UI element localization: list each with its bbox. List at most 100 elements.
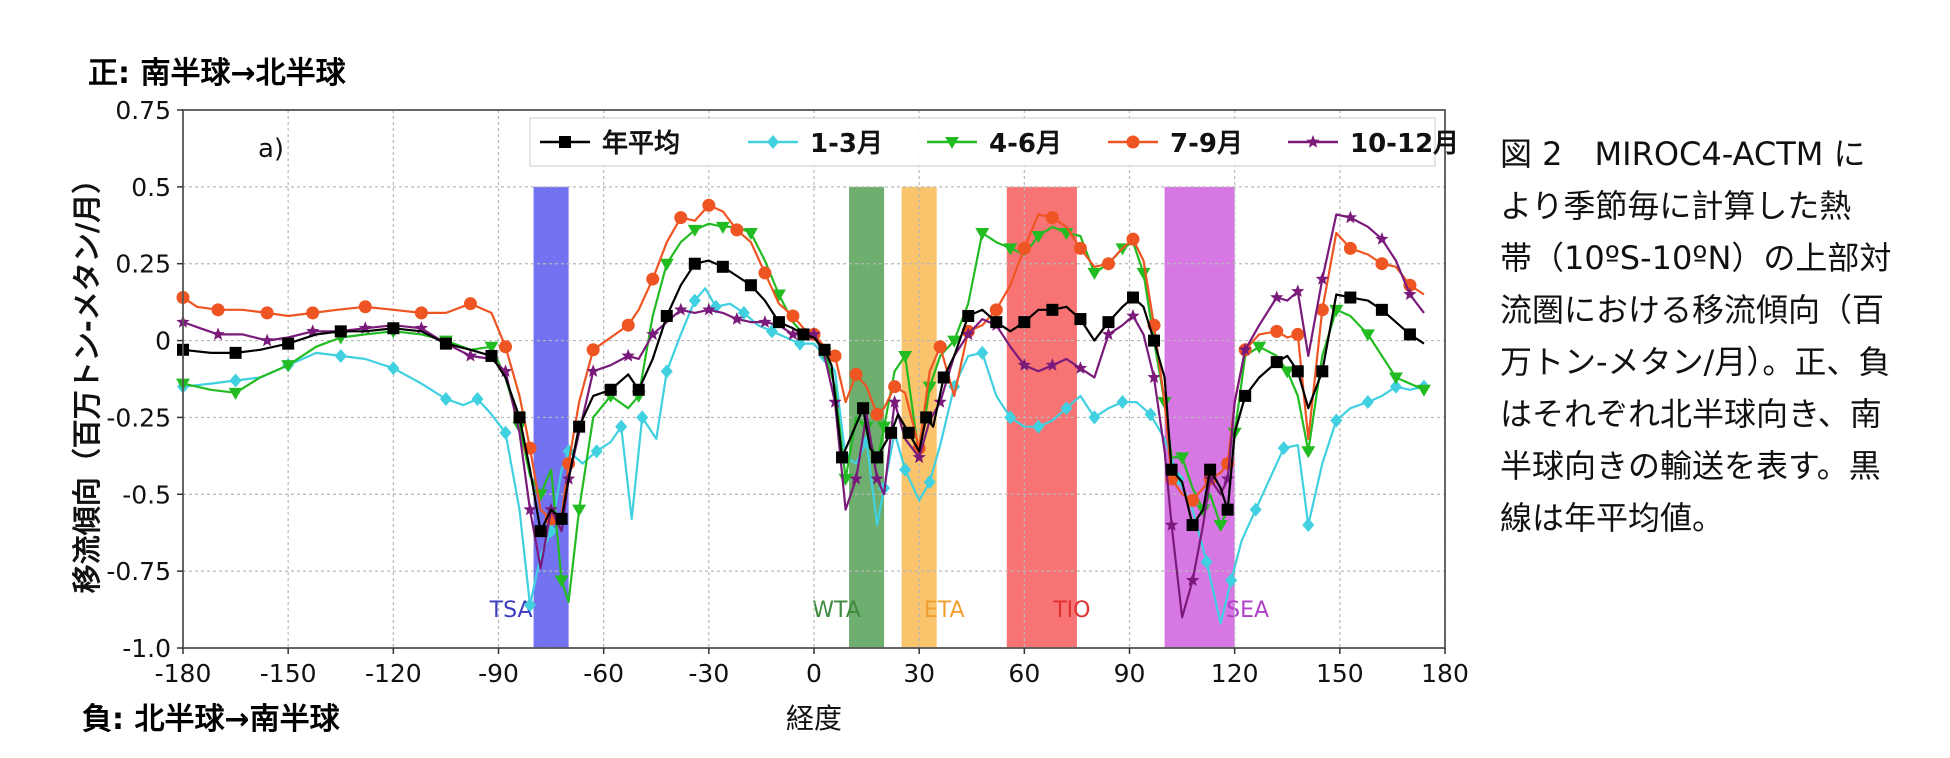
series-0-point — [885, 426, 898, 439]
series-0-line — [182, 259, 1425, 533]
series-4-point — [1343, 210, 1357, 224]
region-label-wta: WTA — [812, 598, 861, 623]
x-tick-label: -120 — [365, 659, 422, 688]
series-1-point — [976, 345, 989, 360]
series-4-point — [730, 312, 744, 325]
series-2-point — [1252, 341, 1267, 354]
series-2-point — [743, 227, 758, 240]
series-4-point — [1291, 284, 1305, 297]
legend: 年平均 1-3月 4-6月 7-9月 10-12月 — [529, 117, 1459, 167]
series-1-point — [229, 373, 242, 388]
negative-direction-note: 負: 北半球→南半球 — [82, 702, 340, 737]
series-1-point — [688, 293, 701, 308]
series-2-point — [1280, 366, 1295, 379]
series-0-point — [990, 316, 1003, 329]
series-2-point — [1416, 384, 1431, 397]
series-3-point — [306, 306, 320, 320]
series-1-point — [1060, 401, 1073, 416]
series-0-point — [857, 402, 870, 415]
series-3-point — [758, 266, 772, 280]
series-3-point — [1270, 324, 1284, 338]
y-tick-label: -0.5 — [122, 480, 171, 509]
series-4-point — [523, 502, 537, 516]
series-4-point — [1045, 358, 1059, 371]
positive-direction-note: 正: 南半球→北半球 — [88, 56, 346, 91]
series-4-point — [1375, 232, 1389, 245]
series-3-point — [870, 407, 884, 421]
series-3-point — [1045, 211, 1059, 225]
series-3-point — [1101, 257, 1115, 271]
series-4-point — [807, 327, 821, 341]
series-1-point — [1200, 554, 1213, 569]
x-tick-label: 150 — [1316, 659, 1364, 688]
series-0-point — [818, 343, 831, 356]
series-4-point — [870, 471, 884, 485]
series-3-point — [828, 349, 842, 363]
series-2-point — [1388, 372, 1403, 385]
series-4-point — [1238, 342, 1252, 356]
series-0-point — [772, 316, 785, 329]
series-1-point — [1389, 379, 1402, 394]
series-0-point — [920, 411, 933, 424]
series-2-point — [572, 504, 587, 517]
series-3-point — [1375, 257, 1389, 271]
series-0-point — [604, 383, 617, 396]
series-0-point — [1270, 356, 1283, 369]
series-4-point — [586, 364, 600, 377]
x-tick-label: -150 — [260, 659, 317, 688]
caption-line: 万トン-メタン/月）。正、負 — [1500, 343, 1891, 381]
series-0-point — [1375, 303, 1388, 316]
series-0-point — [1316, 365, 1329, 378]
series-0-point — [962, 309, 975, 322]
series-2-line — [182, 222, 1425, 603]
series-3-point — [646, 272, 660, 286]
x-tick-label: 180 — [1421, 659, 1469, 688]
legend-label-4: 10-12月 — [1350, 129, 1459, 159]
series-1-point — [1330, 413, 1343, 428]
series-0-point — [282, 337, 295, 350]
series-3-point — [702, 198, 716, 212]
series-1-point — [471, 391, 484, 406]
series-3-point — [211, 303, 225, 317]
series-3-point — [933, 340, 947, 354]
series-1-point — [1302, 518, 1315, 533]
series-2-point — [1301, 446, 1316, 459]
series-3 — [176, 198, 1425, 526]
series-4-point — [358, 321, 372, 334]
series-0-point — [1239, 389, 1252, 402]
series-2-point — [512, 421, 527, 434]
y-tick-label: 0.75 — [115, 96, 171, 125]
series-3-point — [1126, 232, 1140, 246]
legend-marker-4 — [1306, 135, 1320, 148]
series-0-point — [937, 371, 950, 384]
x-tick-label: 30 — [903, 659, 935, 688]
y-tick-label: 0.25 — [115, 250, 171, 279]
series-2-point — [484, 341, 499, 354]
series-3-point — [1017, 241, 1031, 255]
series-1-point — [1004, 410, 1017, 425]
series-4-point — [1315, 272, 1329, 285]
series-3-point — [1291, 327, 1305, 341]
series-4-point — [1221, 471, 1235, 485]
series-4-point — [646, 327, 660, 341]
series-2-point — [877, 421, 892, 434]
series-3-point — [674, 211, 688, 225]
series-0-point — [1074, 313, 1087, 326]
series-1-point — [615, 419, 628, 434]
series-2-point — [947, 335, 962, 348]
axes: -180 -150 -120 -90 -60 -30 0 30 60 90 120 150 180 -1.… — [70, 96, 1469, 735]
x-tick-label: -180 — [155, 659, 212, 688]
series-3-point — [499, 340, 513, 354]
series-3-line — [182, 204, 1425, 520]
y-tick-label: -0.25 — [106, 403, 171, 432]
series-1-line — [182, 287, 1425, 625]
series-4-point — [786, 327, 800, 341]
series-0-point — [688, 257, 701, 270]
legend-label-3: 7-9月 — [1170, 129, 1243, 159]
series-1-point — [1225, 573, 1238, 588]
series-0-point — [1018, 316, 1031, 329]
legend-label-1: 1-3月 — [810, 129, 883, 159]
series-0-point — [797, 328, 810, 341]
series-4-point — [674, 302, 688, 316]
legend-marker-3 — [1126, 135, 1140, 149]
